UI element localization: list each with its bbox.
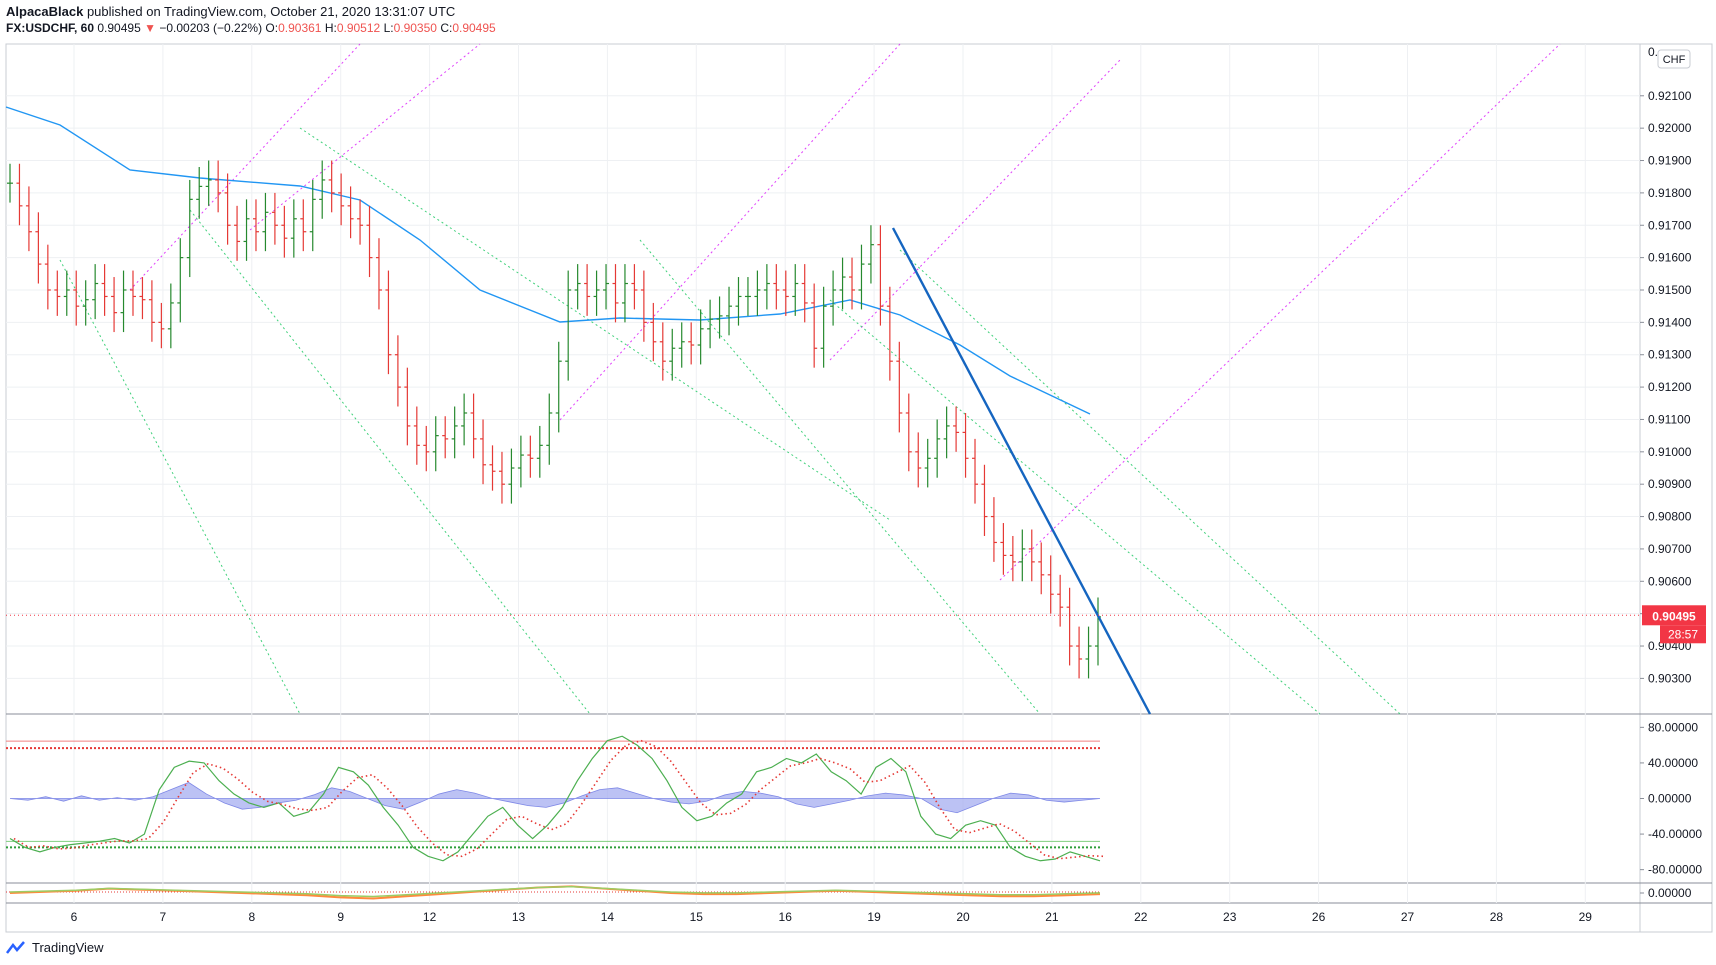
mom-line-green [9, 885, 1101, 898]
countdown-tag [1660, 625, 1706, 644]
downtrend-line [891, 227, 1152, 715]
close-value: 0.90495 [452, 21, 496, 35]
x-tick-label: 29 [1579, 910, 1593, 924]
price-tick-label: 0.91600 [1648, 251, 1692, 265]
price-tick-label-top: 0. [1648, 45, 1658, 59]
x-tick-label: 7 [160, 910, 167, 924]
open-value: 0.90361 [278, 21, 322, 35]
down-arrow-icon: ▼ [144, 21, 156, 35]
currency-badge [1657, 49, 1691, 69]
green-channel-line [189, 209, 591, 715]
footer-brand[interactable]: TradingView [6, 940, 104, 955]
last-price: 0.90495 [97, 21, 141, 35]
current-price-label: 0.90495 [1652, 609, 1696, 623]
x-tick-label: 12 [423, 910, 437, 924]
x-tick-label: 23 [1223, 910, 1237, 924]
moving-average-line [5, 106, 1091, 415]
magenta-channel-line [999, 43, 1561, 581]
price-tick-label: 0.91800 [1648, 186, 1692, 200]
osc-histogram-area [9, 782, 1101, 814]
green-channel-line [639, 239, 1041, 715]
price-tick-label: 0.91100 [1648, 412, 1691, 426]
close-label: C: [440, 21, 453, 35]
candles-group [7, 160, 1101, 679]
price-tick-label: 0.91300 [1648, 348, 1692, 362]
price-tick-label: 0.91700 [1648, 218, 1692, 232]
x-tick-label: 6 [71, 910, 78, 924]
symbol-label: FX:USDCHF, 60 [6, 21, 95, 35]
green-channel-line [829, 299, 1321, 715]
x-tick-label: 28 [1490, 910, 1504, 924]
osc-tick-label: 0.00000 [1648, 792, 1692, 806]
x-tick-label: 14 [601, 910, 615, 924]
price-tick-label: 0.91200 [1648, 380, 1692, 394]
osc-tick-label: -80.00000 [1648, 863, 1702, 877]
price-change: −0.00203 (−0.22%) [159, 21, 263, 35]
price-tick-label: 0.91500 [1648, 283, 1692, 297]
low-value: 0.90350 [393, 21, 437, 35]
countdown-label: 28:57 [1668, 627, 1698, 641]
tradingview-logo-icon [6, 940, 26, 955]
x-tick-label: 16 [779, 910, 793, 924]
price-tick-label: 0.91000 [1648, 445, 1692, 459]
price-tick-label: 0.92000 [1648, 121, 1692, 135]
osc-tick-label: 40.00000 [1648, 756, 1698, 770]
x-tick-label: 27 [1401, 910, 1415, 924]
x-tick-label: 8 [248, 910, 255, 924]
currency-badge-label: CHF [1663, 54, 1686, 66]
x-tick-label: 20 [956, 910, 970, 924]
current-price-tag [1642, 605, 1706, 626]
price-tick-label: 0.92100 [1648, 89, 1692, 103]
green-channel-line [299, 127, 891, 521]
osc-fast-line [9, 735, 1101, 862]
x-tick-label: 22 [1134, 910, 1148, 924]
x-tick-label: 21 [1045, 910, 1059, 924]
price-tick-label: 0.90700 [1648, 542, 1692, 556]
x-tick-label: 19 [867, 910, 881, 924]
price-tick-label: 0.90900 [1648, 477, 1692, 491]
osc-tick-label: -40.00000 [1648, 827, 1702, 841]
price-tick-label: 0.90800 [1648, 510, 1692, 524]
price-tick-label: 0.91900 [1648, 154, 1692, 168]
high-value: 0.90512 [336, 21, 381, 35]
price-tick-label: 0.91400 [1648, 315, 1692, 329]
publish-info: AlpacaBlack published on TradingView.com… [6, 4, 455, 19]
price-tick-label: 0.90300 [1648, 671, 1692, 685]
x-tick-label: 15 [690, 910, 704, 924]
green-channel-line [59, 259, 301, 715]
x-tick-label: 9 [337, 910, 344, 924]
osc-signal-line [13, 739, 1105, 860]
ohlc-legend: FX:USDCHF, 60 0.90495 ▼ −0.00203 (−0.22%… [6, 21, 496, 35]
chart-frame [5, 43, 1713, 933]
price-tick-label: 0.90600 [1648, 574, 1692, 588]
osc-tick-label: 80.00000 [1648, 720, 1698, 734]
x-tick-label: 13 [512, 910, 526, 924]
open-label: O: [265, 21, 279, 35]
brand-name: TradingView [32, 940, 104, 955]
x-tick-label: 26 [1312, 910, 1326, 924]
mom-tick-label: 0.00000 [1648, 886, 1692, 900]
publish-text: published on TradingView.com, October 21… [86, 4, 456, 19]
magenta-channel-line [129, 43, 361, 291]
green-channel-line [899, 249, 1401, 715]
magenta-channel-line [249, 43, 481, 231]
high-label: H: [324, 21, 337, 35]
low-label: L: [383, 21, 394, 35]
author-name[interactable]: AlpacaBlack [6, 4, 84, 19]
